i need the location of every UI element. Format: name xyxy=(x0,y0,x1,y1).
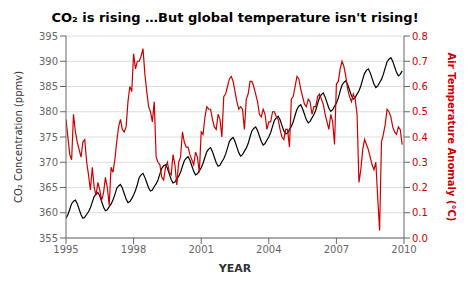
svg-text:375: 375 xyxy=(39,132,58,143)
svg-text:385: 385 xyxy=(39,81,58,92)
svg-text:YEAR: YEAR xyxy=(218,262,252,275)
svg-text:0.0: 0.0 xyxy=(412,233,428,244)
svg-text:0.6: 0.6 xyxy=(412,81,428,92)
svg-text:Air Temperature Anomaly (°C): Air Temperature Anomaly (°C) xyxy=(446,53,457,222)
svg-text:360: 360 xyxy=(39,207,58,218)
html-text:CO₂ is rising …But global temp: CO₂ is rising …But global temperature is… xyxy=(51,10,419,25)
svg-text:395: 395 xyxy=(39,31,58,42)
svg-text:2004: 2004 xyxy=(256,244,281,255)
svg-text:0.2: 0.2 xyxy=(412,182,428,193)
svg-text:0.7: 0.7 xyxy=(412,56,428,67)
svg-text:0.3: 0.3 xyxy=(412,157,428,168)
svg-text:365: 365 xyxy=(39,182,58,193)
svg-text:CO₂ Concentration (ppmv): CO₂ Concentration (ppmv) xyxy=(13,71,24,203)
svg-text:2001: 2001 xyxy=(188,244,213,255)
svg-text:0.1: 0.1 xyxy=(412,207,428,218)
svg-text:380: 380 xyxy=(39,106,58,117)
svg-text:370: 370 xyxy=(39,157,58,168)
svg-text:1998: 1998 xyxy=(121,244,146,255)
svg-text:2007: 2007 xyxy=(324,244,349,255)
svg-text:1995: 1995 xyxy=(53,244,78,255)
svg-text:2010: 2010 xyxy=(391,244,416,255)
svg-text:390: 390 xyxy=(39,56,58,67)
svg-text:0.8: 0.8 xyxy=(412,31,428,42)
svg-text:355: 355 xyxy=(39,233,58,244)
svg-text:0.4: 0.4 xyxy=(412,132,428,143)
svg-text:0.5: 0.5 xyxy=(412,106,428,117)
